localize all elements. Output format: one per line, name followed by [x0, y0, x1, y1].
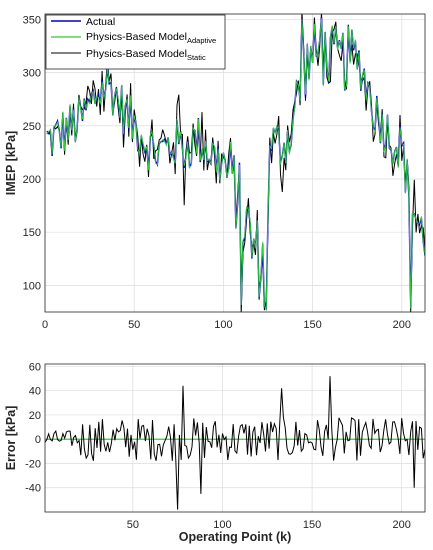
legend-label-adaptive-sub: Adaptive — [187, 36, 216, 45]
error-x-tick-label: 150 — [303, 519, 321, 531]
legend-label-static: Physics-Based ModelStatic — [86, 48, 206, 62]
error-y-tick-label: 40 — [29, 386, 41, 398]
imep-y-tick-label: 150 — [23, 227, 41, 239]
error-x-tick-label: 100 — [213, 519, 231, 531]
error-tick-labels: 50 100 150 200 -40 -20 0 20 40 60 — [25, 361, 411, 531]
error-y-tick-label: -20 — [25, 458, 41, 470]
imep-y-axis-label: IMEP [kPa] — [4, 131, 18, 195]
error-y-tick-label: 60 — [29, 361, 41, 373]
imep-plot: 0 50 100 150 200 100 150 200 250 300 350 IMEP [kPa… — [4, 13, 426, 331]
imep-x-tick-label: 150 — [303, 319, 321, 331]
legend-label-adaptive: Physics-Based ModelAdaptive — [86, 31, 216, 45]
imep-x-tick-label: 200 — [393, 319, 411, 331]
error-y-axis-label: Error [kPa] — [4, 406, 18, 471]
error-x-tick-label: 200 — [393, 519, 411, 531]
error-x-axis-label: Operating Point (k) — [179, 530, 292, 544]
error-series-lines — [45, 376, 425, 510]
series-adaptive-line — [46, 18, 425, 311]
error-plot: 50 100 150 200 -40 -20 0 20 40 60 Error [kPa] Ope… — [4, 361, 426, 544]
error-y-tick-label: 0 — [35, 434, 41, 446]
legend-label-static-main: Physics-Based Model — [86, 48, 187, 60]
error-series-line — [45, 376, 425, 510]
imep-plot-frame — [44, 13, 426, 313]
imep-x-tick-label: 100 — [214, 319, 232, 331]
error-y-tick-label: -40 — [25, 483, 41, 495]
imep-y-tick-label: 300 — [23, 68, 41, 80]
imep-series-lines — [46, 14, 425, 312]
imep-y-tick-label: 250 — [23, 121, 41, 133]
legend-label-adaptive-main: Physics-Based Model — [86, 31, 187, 43]
imep-y-tick-label: 350 — [23, 14, 41, 26]
imep-x-tick-label: 50 — [128, 319, 140, 331]
error-x-tick-label: 50 — [127, 519, 139, 531]
legend-label-static-sub: Static — [187, 53, 206, 62]
imep-tick-labels: 0 50 100 150 200 100 150 200 250 300 350 — [23, 14, 411, 331]
legend-label-actual: Actual — [86, 16, 115, 28]
legend-box — [45, 14, 226, 70]
legend: Actual Physics-Based ModelAdaptive Physi… — [45, 14, 226, 70]
imep-y-tick-label: 200 — [23, 174, 41, 186]
imep-y-tick-label: 100 — [23, 280, 41, 292]
error-plot-frame — [44, 363, 426, 513]
error-y-tick-label: 20 — [29, 410, 41, 422]
imep-x-tick-label: 0 — [42, 319, 48, 331]
